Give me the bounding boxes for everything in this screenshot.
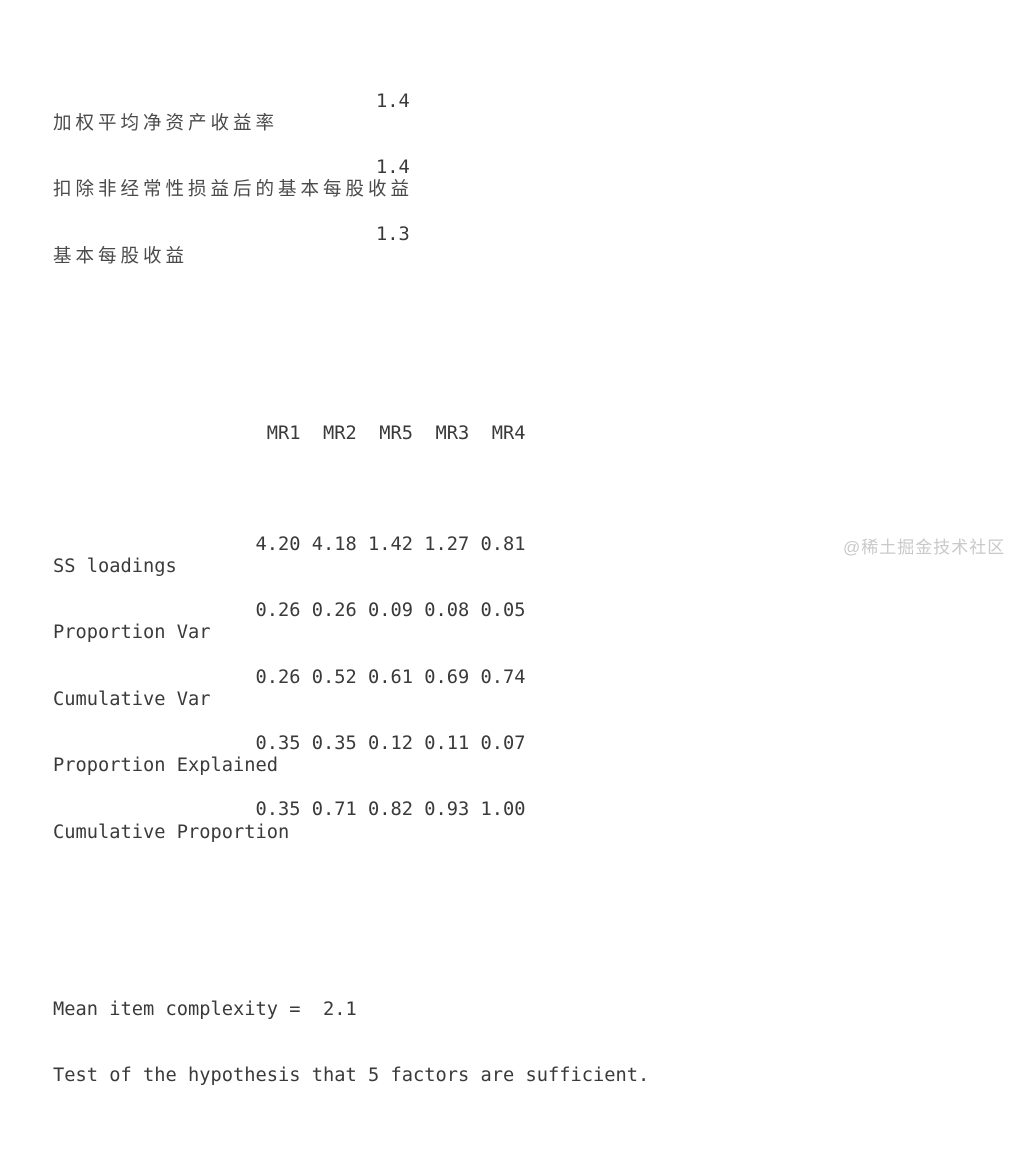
variance-table-header: MR1 MR2 MR5 MR3 MR4: [8, 423, 1016, 445]
blank-line: [8, 888, 1016, 910]
console-output: 加权平均净资产收益率 1.4 扣除非经常性损益后的基本每股收益 1.4 基本每股…: [8, 90, 1016, 1087]
table-cell: 0.26: [255, 600, 301, 622]
variance-table-row: Cumulative Var 0.26 0.52 0.61 0.69 0.74: [8, 666, 1016, 710]
column-header: MR4: [491, 422, 526, 444]
table-cell: 0.07: [480, 733, 526, 755]
statistic-text: Mean item complexity = 2.1: [53, 998, 357, 1020]
column-header: MR1: [266, 422, 301, 444]
table-cell: 0.82: [368, 799, 414, 821]
table-cell: 0.69: [424, 666, 470, 688]
mean-complexity-line: Mean item complexity = 2.1: [8, 977, 1016, 1020]
financial-row: 基本每股收益 1.3: [8, 223, 1016, 267]
table-cell: 0.71: [311, 799, 357, 821]
table-cell: 0.08: [424, 600, 470, 622]
variance-table-row: SS loadings 4.20 4.18 1.42 1.27 0.81: [8, 533, 1016, 577]
financial-value: 1.3: [376, 223, 410, 245]
financial-label: 加权平均净资产收益率: [53, 113, 279, 134]
table-cell: 0.93: [424, 799, 470, 821]
blank-line: [8, 1132, 1016, 1154]
variance-table-row: Proportion Explained 0.35 0.35 0.12 0.11…: [8, 733, 1016, 776]
variance-table-row: Proportion Var 0.26 0.26 0.09 0.08 0.05: [8, 600, 1016, 643]
financial-value: 1.4: [376, 90, 410, 112]
row-label: Cumulative Proportion: [53, 821, 290, 843]
financial-label: 基本每股收益: [53, 246, 189, 267]
financial-label: 扣除非经常性损益后的基本每股收益: [53, 180, 414, 201]
row-label: Proportion Var: [53, 622, 211, 644]
table-cell: 0.09: [368, 600, 414, 622]
blank-line: [8, 312, 1016, 334]
table-cell: 1.42: [368, 533, 414, 555]
row-label: Cumulative Var: [53, 688, 211, 710]
table-cell: 0.52: [311, 666, 357, 688]
table-cell: 0.35: [255, 799, 301, 821]
table-cell: 4.18: [311, 533, 357, 555]
table-cell: 1.00: [480, 799, 526, 821]
table-cell: 1.27: [424, 533, 470, 555]
financial-row: 加权平均净资产收益率 1.4: [8, 90, 1016, 134]
row-label: SS loadings: [53, 555, 177, 577]
table-cell: 0.74: [480, 666, 526, 688]
table-cell: 0.81: [480, 533, 526, 555]
table-cell: 4.20: [255, 533, 301, 555]
column-header: MR2: [322, 422, 357, 444]
column-header: MR3: [435, 422, 470, 444]
table-cell: 0.26: [311, 600, 357, 622]
statistic-text: Test of the hypothesis that 5 factors ar…: [53, 1065, 650, 1087]
hypothesis-line: Test of the hypothesis that 5 factors ar…: [8, 1043, 1016, 1086]
table-cell: 0.35: [311, 733, 357, 755]
financial-value: 1.4: [376, 157, 410, 179]
table-cell: 0.26: [255, 666, 301, 688]
table-cell: 0.35: [255, 733, 301, 755]
watermark: @稀土掘金技术社区: [843, 538, 1006, 557]
table-cell: 0.05: [480, 600, 526, 622]
table-cell: 0.12: [368, 733, 414, 755]
table-cell: 0.61: [368, 666, 414, 688]
variance-table-row: Cumulative Proportion 0.35 0.71 0.82 0.9…: [8, 799, 1016, 842]
row-label: Proportion Explained: [53, 755, 279, 777]
column-header: MR5: [379, 422, 413, 444]
table-cell: 0.11: [424, 733, 470, 755]
financial-row: 扣除非经常性损益后的基本每股收益 1.4: [8, 157, 1016, 200]
